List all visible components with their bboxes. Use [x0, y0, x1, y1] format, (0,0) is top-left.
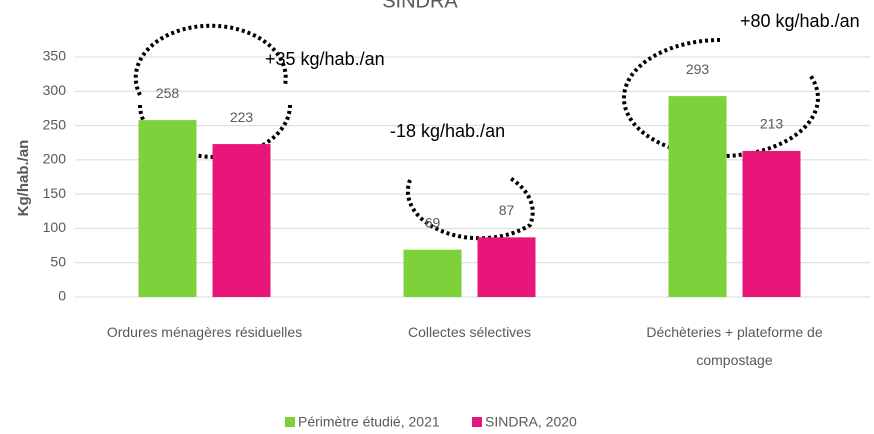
y-tick-label: 150 — [43, 185, 67, 201]
legend-label: Périmètre étudié, 2021 — [298, 414, 440, 430]
bar — [138, 120, 197, 297]
bar — [742, 150, 801, 297]
y-tick-label: 100 — [43, 219, 67, 235]
x-tick-label: Déchèteries + plateforme de compostage — [646, 324, 823, 368]
legend-swatch — [472, 417, 482, 427]
annotation: +80 kg/hab./an — [740, 11, 860, 31]
y-tick-label: 50 — [50, 253, 66, 269]
legend-swatch — [285, 417, 295, 427]
value-label: 87 — [499, 202, 515, 218]
y-axis-label: Kg/hab./an — [15, 140, 32, 217]
bar — [403, 249, 462, 297]
x-tick-label: Ordures ménagères résiduelles — [106, 324, 303, 340]
ellipse — [133, 23, 288, 96]
y-tick-label: 200 — [43, 151, 67, 167]
legend-label: SINDRA, 2020 — [485, 414, 577, 430]
value-label: 223 — [230, 109, 254, 125]
annotation: +35 kg/hab./an — [265, 49, 385, 69]
annotation: -18 kg/hab./an — [390, 121, 505, 141]
ellipse — [621, 38, 820, 158]
bar — [668, 96, 727, 297]
y-tick-label: 300 — [43, 82, 67, 98]
y-tick-label: 0 — [58, 288, 66, 304]
bar — [477, 237, 536, 297]
chart-title: SINDRA — [382, 0, 458, 12]
y-tick-label: 250 — [43, 116, 67, 132]
value-label: 213 — [760, 116, 784, 132]
value-label: 258 — [156, 85, 180, 101]
x-tick-label: Collectes sélectives — [408, 324, 531, 340]
value-label: 293 — [686, 61, 710, 77]
y-tick-label: 350 — [43, 48, 67, 64]
value-label: 69 — [425, 214, 441, 230]
bar — [212, 144, 271, 297]
